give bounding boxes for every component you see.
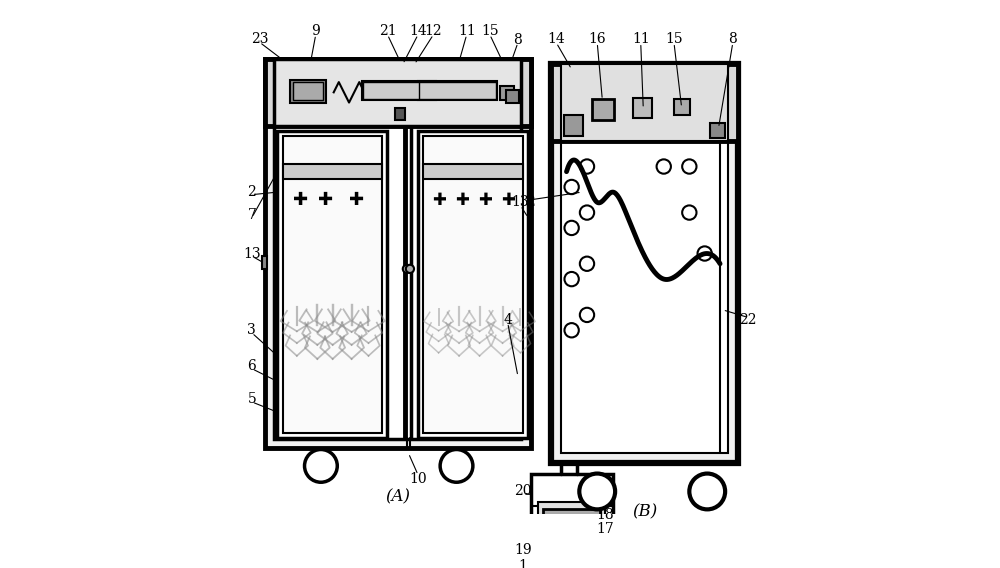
Bar bbox=[633, 98, 652, 118]
Circle shape bbox=[580, 308, 594, 322]
Bar bbox=[500, 86, 514, 100]
Text: 15: 15 bbox=[665, 32, 683, 45]
Text: (A): (A) bbox=[385, 488, 410, 505]
Bar bbox=[283, 164, 382, 179]
Text: 13: 13 bbox=[512, 195, 529, 210]
Bar bbox=[265, 59, 531, 126]
Bar bbox=[423, 136, 523, 433]
Text: 18: 18 bbox=[596, 508, 614, 522]
Bar bbox=[592, 99, 614, 120]
Text: 20: 20 bbox=[514, 485, 532, 499]
Text: (B): (B) bbox=[632, 503, 657, 520]
Circle shape bbox=[406, 265, 414, 273]
Text: 23: 23 bbox=[251, 32, 268, 45]
Bar bbox=[293, 82, 323, 100]
Circle shape bbox=[564, 323, 579, 337]
Circle shape bbox=[564, 221, 579, 235]
Bar bbox=[274, 68, 521, 438]
Text: 12: 12 bbox=[425, 24, 442, 38]
Text: 11: 11 bbox=[458, 24, 476, 38]
Text: ✚: ✚ bbox=[293, 191, 308, 209]
Circle shape bbox=[580, 160, 594, 174]
Bar bbox=[395, 108, 405, 120]
Circle shape bbox=[564, 180, 579, 194]
Bar bbox=[265, 59, 531, 448]
Bar bbox=[418, 81, 497, 100]
Bar bbox=[423, 164, 523, 179]
Bar bbox=[262, 256, 267, 269]
Bar bbox=[277, 131, 387, 438]
Circle shape bbox=[689, 474, 725, 509]
Circle shape bbox=[580, 206, 594, 220]
Text: 10: 10 bbox=[409, 471, 427, 486]
Bar bbox=[561, 74, 728, 453]
Text: 14: 14 bbox=[547, 32, 565, 45]
Bar bbox=[564, 115, 583, 136]
Bar bbox=[283, 136, 382, 433]
Text: ✚: ✚ bbox=[432, 191, 446, 209]
Text: 4: 4 bbox=[503, 313, 512, 327]
Text: 8: 8 bbox=[514, 32, 522, 47]
Bar bbox=[551, 64, 738, 463]
Text: 8: 8 bbox=[728, 32, 737, 45]
Circle shape bbox=[698, 247, 712, 261]
Bar bbox=[290, 80, 326, 103]
Bar bbox=[363, 82, 435, 99]
Circle shape bbox=[682, 160, 696, 174]
Text: 2: 2 bbox=[526, 195, 535, 210]
Circle shape bbox=[440, 449, 473, 482]
Bar bbox=[506, 90, 519, 103]
Circle shape bbox=[305, 449, 337, 482]
Text: 9: 9 bbox=[311, 24, 320, 38]
Text: 5: 5 bbox=[247, 392, 256, 406]
Text: 21: 21 bbox=[379, 24, 396, 38]
Text: 19: 19 bbox=[514, 544, 532, 557]
Circle shape bbox=[564, 272, 579, 286]
Text: 16: 16 bbox=[588, 32, 606, 45]
Text: ✚: ✚ bbox=[318, 191, 334, 209]
Text: 11: 11 bbox=[632, 32, 650, 45]
Text: ✚: ✚ bbox=[501, 191, 515, 209]
Bar bbox=[551, 64, 738, 141]
Bar bbox=[538, 502, 605, 537]
Text: 17: 17 bbox=[596, 523, 614, 536]
Bar bbox=[531, 474, 613, 545]
Bar bbox=[561, 64, 728, 141]
Text: 22: 22 bbox=[739, 313, 757, 327]
Circle shape bbox=[579, 474, 615, 509]
Bar bbox=[674, 99, 690, 115]
Circle shape bbox=[682, 206, 696, 220]
Text: ✚: ✚ bbox=[455, 191, 469, 209]
Text: ✚: ✚ bbox=[349, 191, 364, 209]
Bar bbox=[362, 81, 436, 100]
Text: 15: 15 bbox=[481, 24, 499, 38]
Bar bbox=[419, 82, 496, 99]
Text: 3: 3 bbox=[247, 323, 256, 337]
Text: 13: 13 bbox=[243, 247, 261, 261]
Circle shape bbox=[657, 160, 671, 174]
Text: 2: 2 bbox=[247, 185, 256, 199]
Bar bbox=[543, 509, 600, 532]
Circle shape bbox=[403, 265, 411, 273]
Circle shape bbox=[580, 257, 594, 271]
Text: ✚: ✚ bbox=[478, 191, 492, 209]
Text: 7: 7 bbox=[247, 208, 256, 222]
Bar bbox=[710, 123, 725, 139]
Text: 1: 1 bbox=[519, 559, 527, 568]
Text: 6: 6 bbox=[247, 359, 256, 373]
Bar bbox=[274, 59, 521, 126]
Bar bbox=[418, 131, 528, 438]
Text: 14: 14 bbox=[409, 24, 427, 38]
